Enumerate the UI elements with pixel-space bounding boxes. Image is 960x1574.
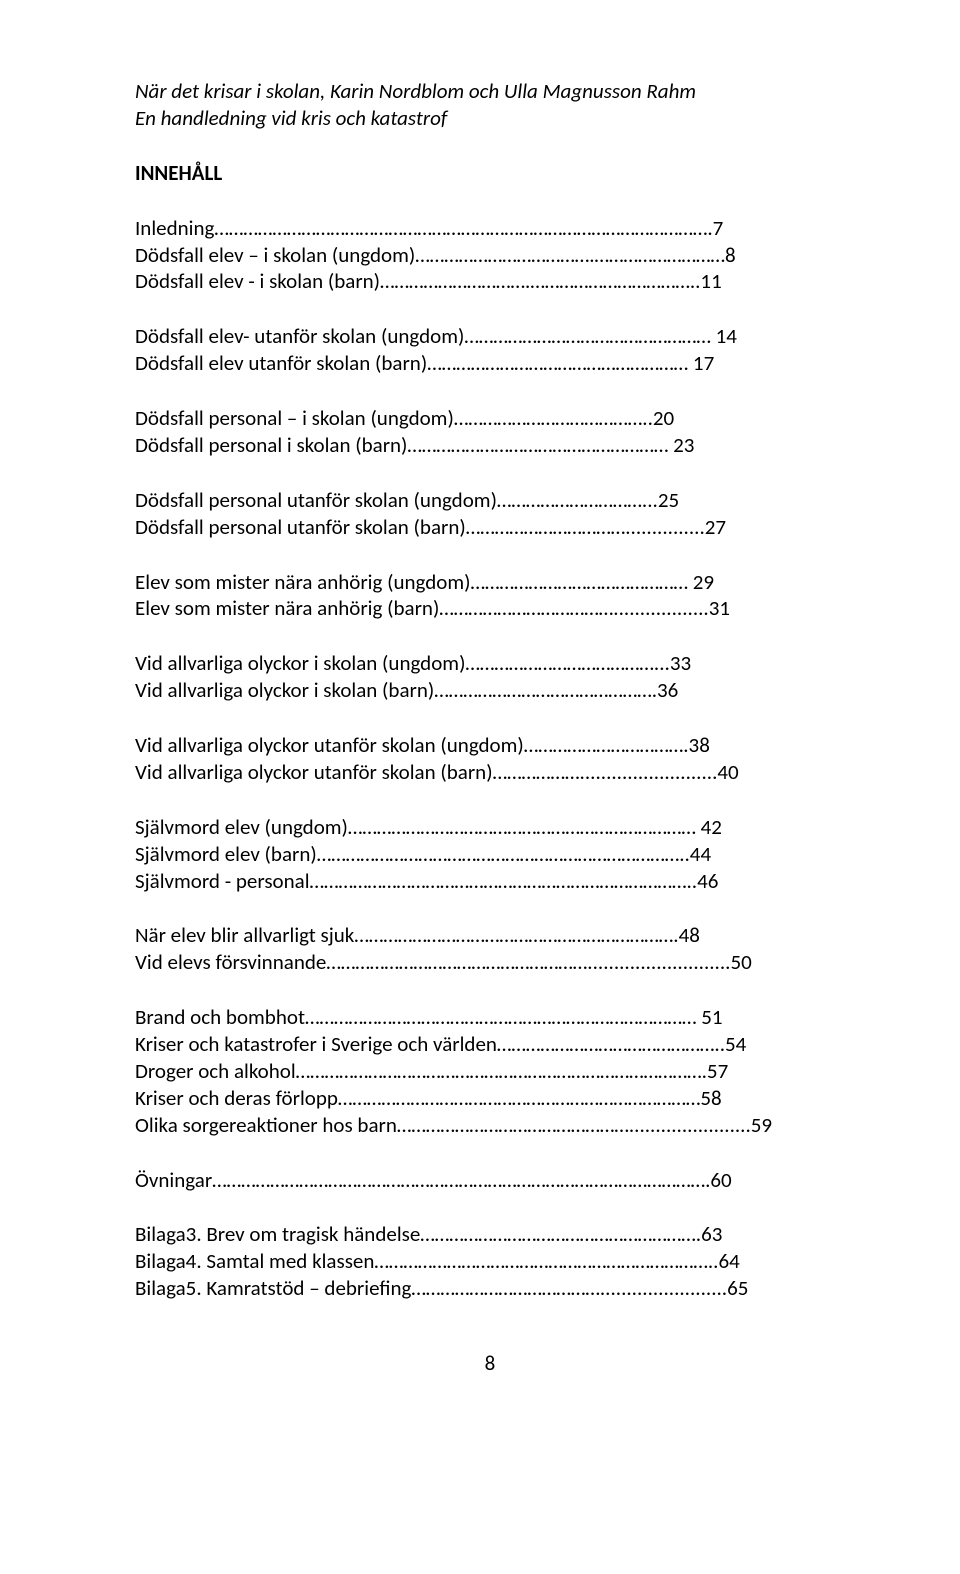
toc-line: Dödsfall elev - i skolan (barn)…………………………: [135, 268, 845, 295]
toc-line: Dödsfall elev – i skolan (ungdom)……………………: [135, 242, 845, 269]
toc-line: Elev som mister nära anhörig (ungdom)…………: [135, 569, 845, 596]
toc-block-1: Inledning……………………………………………………………………………………: [135, 215, 845, 296]
toc-line: Kriser och deras förlopp……………………………………………: [135, 1085, 845, 1112]
toc-line: Bilaga5. Kamratstöd – debriefing………………………: [135, 1275, 845, 1302]
toc-block-10: Brand och bombhot………………………………………………………………: [135, 1004, 845, 1138]
toc-line: Självmord - personal………………………………………………………: [135, 868, 845, 895]
title-line-1: När det krisar i skolan, Karin Nordblom …: [135, 78, 845, 105]
toc-line: Bilaga4. Samtal med klassen……………………………………: [135, 1248, 845, 1275]
toc-block-12: Bilaga3. Brev om tragisk händelse……………………: [135, 1221, 845, 1302]
toc-line: Dödsfall elev utanför skolan (barn)………………: [135, 350, 845, 377]
page-number: 8: [135, 1350, 845, 1377]
toc-line: Vid allvarliga olyckor i skolan (ungdom)…: [135, 650, 845, 677]
toc-line: Självmord elev (ungdom)………………………………………………: [135, 814, 845, 841]
toc-line: Dödsfall elev- utanför skolan (ungdom)………: [135, 323, 845, 350]
toc-line: Dödsfall personal – i skolan (ungdom)…………: [135, 405, 845, 432]
toc-block-9: När elev blir allvarligt sjuk………………………………: [135, 922, 845, 976]
toc-block-7: Vid allvarliga olyckor utanför skolan (u…: [135, 732, 845, 786]
toc-line: Droger och alkohol……………………………………………………………: [135, 1058, 845, 1085]
toc-line: Dödsfall personal i skolan (barn)……………………: [135, 432, 845, 459]
toc-line: Vid allvarliga olyckor utanför skolan (u…: [135, 732, 845, 759]
toc-line: Inledning……………………………………………………………………………………: [135, 215, 845, 242]
toc-block-4: Dödsfall personal utanför skolan (ungdom…: [135, 487, 845, 541]
toc-block-8: Självmord elev (ungdom)………………………………………………: [135, 814, 845, 895]
toc-block-2: Dödsfall elev- utanför skolan (ungdom)………: [135, 323, 845, 377]
toc-line: Brand och bombhot………………………………………………………………: [135, 1004, 845, 1031]
toc-block-11: Övningar………………………………………………………………………………………: [135, 1167, 845, 1194]
contents-heading: INNEHÅLL: [135, 160, 845, 187]
toc-block-3: Dödsfall personal – i skolan (ungdom)…………: [135, 405, 845, 459]
title-line-2: En handledning vid kris och katastrof: [135, 105, 845, 132]
toc-line: Elev som mister nära anhörig (barn)………………: [135, 595, 845, 622]
toc-block-6: Vid allvarliga olyckor i skolan (ungdom)…: [135, 650, 845, 704]
toc-line: När elev blir allvarligt sjuk………………………………: [135, 922, 845, 949]
toc-line: Dödsfall personal utanför skolan (barn)……: [135, 514, 845, 541]
toc-line: Bilaga3. Brev om tragisk händelse……………………: [135, 1221, 845, 1248]
toc-line: Dödsfall personal utanför skolan (ungdom…: [135, 487, 845, 514]
toc-line: Vid elevs försvinnande…………………………………………………: [135, 949, 845, 976]
toc-block-5: Elev som mister nära anhörig (ungdom)…………: [135, 569, 845, 623]
toc-line: Vid allvarliga olyckor utanför skolan (b…: [135, 759, 845, 786]
toc-line: Kriser och katastrofer i Sverige och vär…: [135, 1031, 845, 1058]
toc-line: Olika sorgereaktioner hos barn……………………………: [135, 1112, 845, 1139]
toc-line: Övningar………………………………………………………………………………………: [135, 1167, 845, 1194]
toc-line: Självmord elev (barn)……………………………………………………: [135, 841, 845, 868]
toc-line: Vid allvarliga olyckor i skolan (barn)………: [135, 677, 845, 704]
